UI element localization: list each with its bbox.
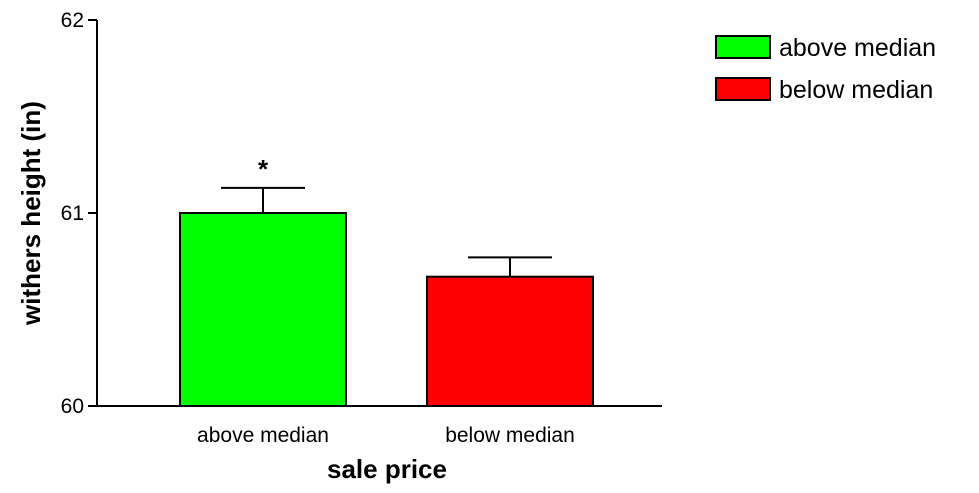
y-tick-label: 62 [61,9,84,32]
bar [426,275,594,407]
legend-label: above median [779,34,936,62]
legend: above median below median [715,34,936,104]
significance-annotation: * [258,154,269,184]
x-axis-title: sale price [327,454,447,484]
x-tick-label: below median [445,424,575,447]
legend-label: below median [779,76,933,104]
plot-area: 60 61 62 above median * below median [61,9,662,447]
y-axis-title: withers height (in) [16,101,46,326]
bar [179,212,347,407]
y-tick-label: 61 [61,202,84,225]
y-tick-label: 60 [61,395,84,418]
legend-swatch [715,77,771,101]
legend-swatch [715,35,771,59]
x-tick-label: above median [197,424,329,447]
